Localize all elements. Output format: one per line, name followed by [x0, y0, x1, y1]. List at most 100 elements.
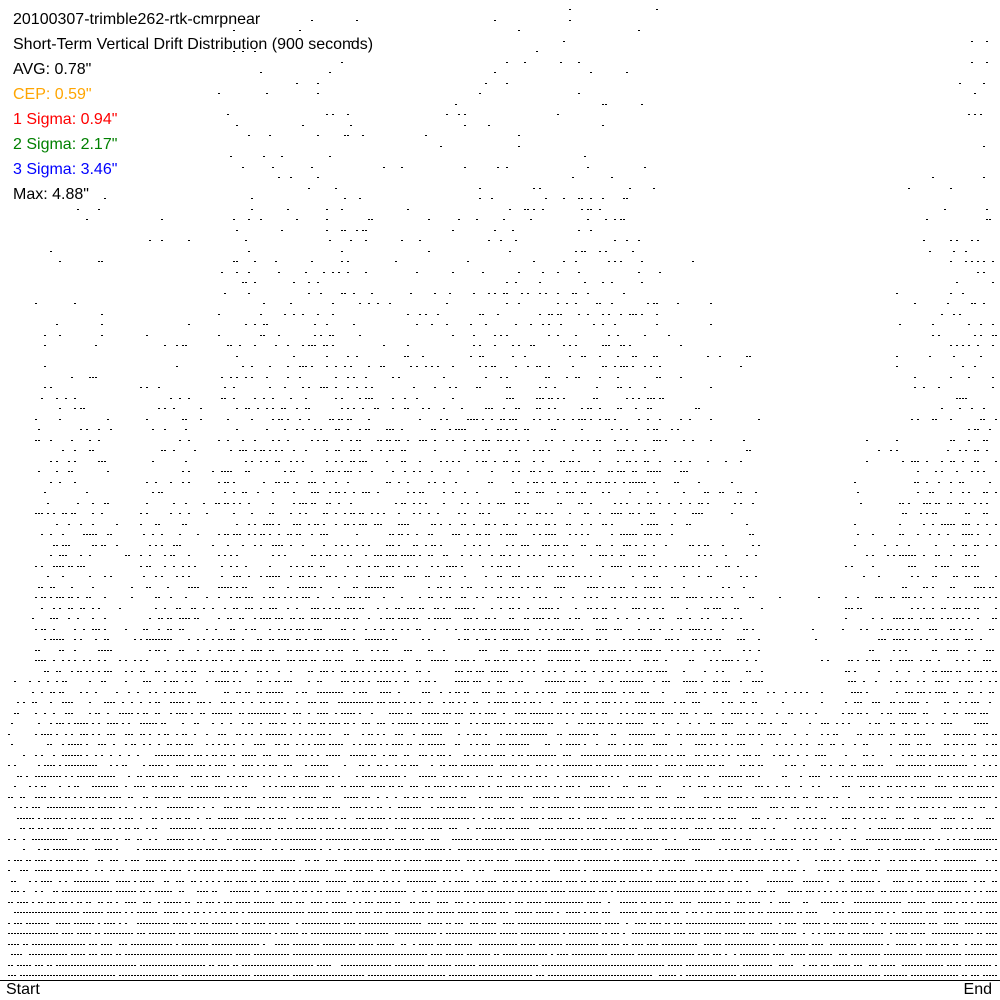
drift-point-row [149, 240, 979, 241]
drift-point-row [8, 933, 997, 934]
drift-point-row [350, 41, 988, 42]
drift-point-row [41, 398, 967, 399]
drift-point-row [221, 272, 985, 273]
drift-point-row [8, 860, 997, 861]
drift-point-row [38, 587, 994, 588]
drift-point-row [236, 230, 592, 231]
drift-point-row [38, 471, 985, 472]
drift-point-row [44, 492, 997, 493]
drift-point-row [50, 482, 991, 483]
stat-cep: CEP: 0.59" [13, 86, 92, 103]
drift-point-row [569, 9, 658, 10]
stat-avg: AVG: 0.78" [13, 61, 92, 78]
drift-point-row [23, 755, 997, 756]
drift-point-row [218, 93, 976, 94]
drift-point-row [11, 954, 997, 955]
chart-title: 20100307-trimble262-rtk-cmrpnear [13, 11, 261, 28]
drift-point-row [32, 692, 994, 693]
drift-point-row [8, 765, 997, 766]
stat-2-sigma: 2 Sigma: 2.17" [13, 136, 118, 153]
drift-point-row [8, 944, 997, 945]
drift-point-row [455, 104, 643, 105]
drift-point-row [14, 713, 988, 714]
drift-point-row [35, 660, 991, 661]
drift-point-row [59, 261, 994, 262]
drift-point-row [35, 440, 988, 441]
drift-point-row [8, 839, 997, 840]
drift-point-row [278, 177, 985, 178]
drift-point-row [35, 650, 994, 651]
drift-point-row [41, 608, 997, 609]
drift-point-row [56, 324, 994, 325]
drift-point-row [308, 188, 952, 189]
drift-point-row [11, 881, 997, 882]
drift-point-row [47, 503, 988, 504]
drift-point-row [44, 366, 976, 367]
drift-point-row [230, 156, 586, 157]
drift-point-row [11, 723, 988, 724]
drift-point-row [8, 870, 997, 871]
drift-point-row [44, 345, 994, 346]
drift-point-row [44, 639, 982, 640]
drift-point-row [44, 335, 997, 336]
drift-point-row [8, 923, 997, 924]
drift-point-row [440, 146, 985, 147]
drift-point-row [236, 356, 982, 357]
drift-point-row [86, 219, 991, 220]
chart-subtitle: Short-Term Vertical Drift Distribution (… [13, 36, 374, 53]
drift-point-row [341, 62, 988, 63]
drift-point-row [242, 167, 646, 168]
drift-point-row [35, 419, 997, 420]
drift-point-row [11, 744, 997, 745]
drift-point-row [8, 975, 997, 976]
drift-point-row [62, 450, 988, 451]
drift-point-row [14, 912, 997, 913]
drift-point-row [53, 545, 997, 546]
drift-point-row [11, 891, 997, 892]
drift-point-row [35, 303, 985, 304]
x-tick-end: End [963, 981, 992, 998]
drift-point-row [77, 209, 988, 210]
x-tick-start: Start [6, 981, 40, 998]
drift-point-row [17, 702, 991, 703]
drift-point-row [47, 576, 997, 577]
drift-point-row [35, 566, 979, 567]
drift-point-row [296, 83, 985, 84]
stat-1-sigma: 1 Sigma: 0.94" [13, 111, 118, 128]
drift-point-row [50, 251, 967, 252]
drift-point-row [35, 629, 994, 630]
drift-point-row [14, 681, 997, 682]
drift-point-row [224, 293, 964, 294]
drift-point-row [104, 198, 628, 199]
drift-point-row [260, 72, 628, 73]
drift-point-row [227, 114, 982, 115]
drift-point-row [101, 314, 961, 315]
drift-point-row [242, 282, 994, 283]
drift-point-row [59, 408, 985, 409]
drift-point-row [35, 597, 997, 598]
drift-point-row [248, 135, 520, 136]
drift-point-row [8, 797, 997, 798]
drift-point-row [8, 965, 997, 966]
drift-point-row [32, 618, 997, 619]
drift-point-row [8, 902, 997, 903]
drift-point-row [17, 776, 997, 777]
drift-point-row [233, 30, 640, 31]
drift-point-row [17, 818, 994, 819]
drift-point-row [35, 513, 988, 514]
drift-point-row [50, 461, 997, 462]
drift-point-row [50, 555, 976, 556]
drift-point-row [56, 524, 997, 525]
drift-point-row [14, 786, 994, 787]
drift-point-row [236, 125, 604, 126]
drift-point-row [14, 807, 997, 808]
drift-point-row [44, 387, 994, 388]
drift-point-row [23, 849, 997, 850]
drift-point-row [41, 534, 991, 535]
drift-point-row [71, 377, 994, 378]
stat-max: Max: 4.88" [13, 186, 89, 203]
drift-point-row [38, 429, 991, 430]
drift-point-row [311, 20, 571, 21]
stat-3-sigma: 3 Sigma: 3.46" [13, 161, 118, 178]
